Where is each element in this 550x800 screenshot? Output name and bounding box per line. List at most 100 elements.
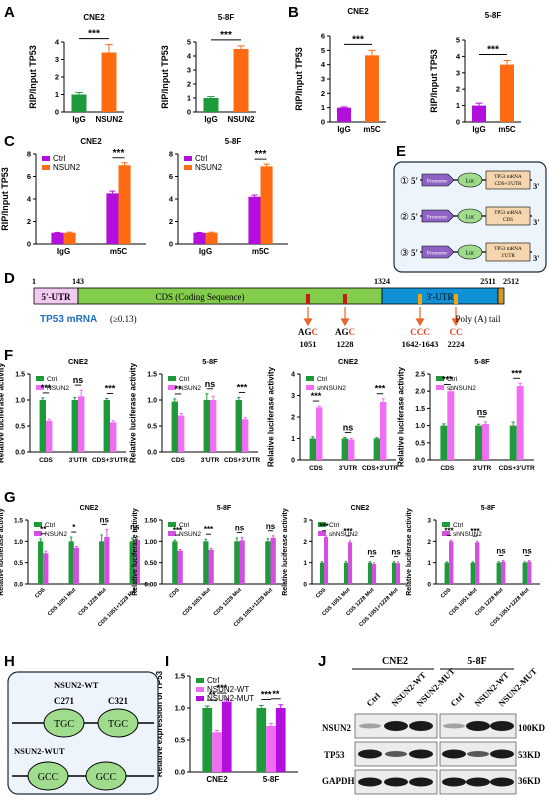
legend-label: Ctrl bbox=[195, 154, 208, 163]
arrowhead-1642 bbox=[415, 318, 425, 327]
y-axis-label: RIP/Input TP53 bbox=[160, 45, 170, 109]
x-tick-label: CDS+3'UTR bbox=[499, 465, 535, 472]
construct-number: ③ bbox=[400, 248, 409, 259]
mut-label: NSUN2-WUT bbox=[14, 746, 65, 756]
legend-label: Ctrl bbox=[329, 522, 340, 529]
band-gapdh-cne2-wt bbox=[384, 777, 408, 787]
bar bbox=[171, 401, 178, 452]
bar bbox=[110, 422, 117, 452]
y-tick-label: 0.5 bbox=[147, 424, 157, 431]
bar bbox=[380, 401, 387, 460]
sig-label: *** bbox=[319, 522, 329, 531]
legend-label: NSUN2 bbox=[47, 385, 69, 392]
tp53-block-line2: 3'UTR bbox=[501, 253, 515, 259]
site-seq-2224: CC bbox=[450, 327, 463, 337]
chart-title: 5-8F bbox=[218, 13, 235, 22]
bar bbox=[101, 52, 117, 112]
x-tick-label: NSUN2 bbox=[95, 115, 123, 124]
site-c271: C271 bbox=[54, 696, 74, 706]
wt-codon-1-text: TGC bbox=[54, 719, 74, 730]
site-seq-1228: AGC bbox=[335, 327, 355, 337]
legend-label: Ctrl bbox=[179, 522, 190, 529]
x-tick-label: m5C bbox=[252, 247, 270, 256]
legend-swatch bbox=[36, 385, 44, 390]
sig-label: ns bbox=[477, 407, 488, 417]
x-tick-label: IgG bbox=[472, 125, 485, 134]
bar bbox=[470, 562, 475, 584]
bar bbox=[46, 420, 53, 452]
band-nsun2-58f-wt bbox=[466, 721, 490, 731]
bar bbox=[365, 55, 379, 122]
x-tick-label: CDS bbox=[168, 587, 181, 600]
site-mark-1228 bbox=[343, 294, 347, 304]
y-tick-label: 0.5 bbox=[415, 440, 425, 447]
five-prime-label: 5' bbox=[411, 248, 418, 258]
y-tick-label: 0.0 bbox=[15, 450, 25, 457]
legend-swatch bbox=[196, 678, 204, 683]
bar bbox=[275, 708, 286, 772]
cds-label: CDS (Coding Sequence) bbox=[156, 292, 245, 302]
x-tick-label: CDS+3'UTR bbox=[224, 457, 260, 464]
panel-letter-f: F bbox=[4, 347, 13, 364]
chart-b2: 5-8F 0 1 2 3 4 5 RIP/Input TP53 IgG m5C *** bbox=[429, 11, 521, 134]
tp53-block-line1: TP53 mRNA bbox=[494, 174, 522, 180]
sig-label: *** bbox=[311, 391, 322, 401]
x-tick-label: CDS+3'UTR bbox=[92, 457, 128, 464]
y-tick-label: 2 bbox=[321, 89, 325, 98]
band-tp53-58f-wt bbox=[467, 751, 489, 757]
y-tick-label: 3 bbox=[456, 68, 460, 77]
x-tick-label: CDS bbox=[440, 465, 454, 472]
y-tick-label: 2.5 bbox=[415, 372, 425, 379]
panel-letter-e: E bbox=[396, 143, 406, 160]
bar bbox=[516, 386, 524, 460]
sig-label: ns bbox=[343, 422, 354, 432]
legend-label: NSUN2-MUT bbox=[207, 694, 254, 703]
sig-label: *** bbox=[204, 525, 214, 534]
bar bbox=[73, 547, 79, 584]
y-tick-label: 1 bbox=[456, 101, 460, 110]
bar bbox=[348, 542, 353, 584]
lane-cne2-ctrl: Ctrl bbox=[364, 690, 382, 708]
pos-143: 143 bbox=[72, 277, 84, 286]
sig-label: *** bbox=[237, 382, 248, 392]
x-tick-label: IgG bbox=[337, 125, 350, 134]
x-tick-label: CDS bbox=[39, 457, 53, 464]
y-tick-label: 1.0 bbox=[147, 398, 157, 405]
legend-swatch bbox=[442, 522, 450, 527]
bar bbox=[78, 396, 85, 452]
y-tick-label: 8 bbox=[169, 150, 173, 159]
sig-label: *** bbox=[511, 368, 522, 378]
panel-letter-c: C bbox=[4, 133, 15, 150]
bar bbox=[106, 193, 119, 244]
legend-label: NSUN2 bbox=[195, 163, 223, 172]
size-36kd: 36KD bbox=[518, 776, 541, 786]
y-tick-label: 6 bbox=[169, 172, 173, 181]
y-tick-label: 0 bbox=[27, 240, 31, 249]
bar bbox=[234, 541, 240, 584]
chart-g1: CNE2 0.0 0.5 1.0 1.5 Relative luciferase acti… bbox=[0, 505, 150, 628]
y-tick-label: 3 bbox=[55, 55, 59, 64]
x-tick-label: IgG bbox=[57, 247, 70, 256]
bar bbox=[177, 550, 183, 584]
tp53-mrna-label: TP53 mRNA bbox=[40, 314, 97, 325]
y-axis-label: RIP/Input TP53 bbox=[429, 49, 439, 113]
y-tick-label: 2 bbox=[291, 415, 295, 422]
chart-g4: 5-8F 0 1 2 3 Relative luciferase activity CDS C… bbox=[406, 505, 540, 628]
sig-label: *** bbox=[217, 683, 228, 693]
bar bbox=[449, 541, 454, 584]
legend-swatch bbox=[436, 385, 444, 390]
panel-letter-a: A bbox=[4, 4, 15, 21]
y-tick-label: 4 bbox=[187, 52, 192, 61]
chart-f4: 5-8F 0.0 0.5 1.0 1.5 2.0 2.5 Relative luciferas… bbox=[397, 357, 535, 472]
legend-swatch bbox=[306, 376, 314, 381]
panel-letter-j: J bbox=[318, 653, 326, 670]
tail-region bbox=[497, 287, 505, 305]
wt-codon-1 bbox=[43, 708, 85, 738]
x-tick-label: CDS 1228 Mut bbox=[213, 587, 243, 617]
bar bbox=[203, 98, 219, 112]
bar bbox=[248, 196, 261, 244]
construct-number: ② bbox=[400, 212, 409, 223]
chart-b1: CNE2 0 1 2 3 4 5 6 RIP/Input TP53 IgG m5C *** bbox=[294, 7, 386, 134]
y-axis-label: Relative luciferase activity bbox=[129, 362, 138, 463]
